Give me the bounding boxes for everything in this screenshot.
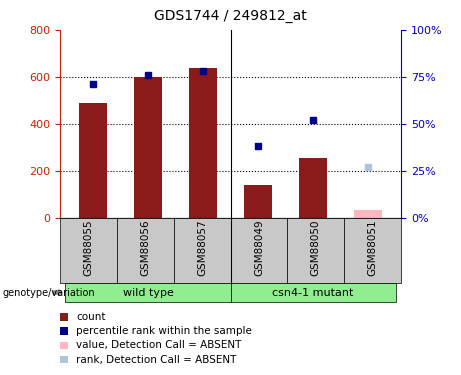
Text: rank, Detection Call = ABSENT: rank, Detection Call = ABSENT — [76, 355, 236, 364]
Bar — [299, 158, 327, 218]
Text: GSM88055: GSM88055 — [83, 219, 94, 276]
Text: GSM88056: GSM88056 — [140, 219, 150, 276]
Text: value, Detection Call = ABSENT: value, Detection Call = ABSENT — [76, 340, 242, 350]
Text: genotype/variation: genotype/variation — [2, 288, 95, 297]
Text: GSM88057: GSM88057 — [197, 219, 207, 276]
Bar — [244, 185, 272, 218]
Bar — [134, 77, 162, 218]
Text: wild type: wild type — [123, 288, 173, 297]
Text: percentile rank within the sample: percentile rank within the sample — [76, 326, 252, 336]
Text: csn4-1 mutant: csn4-1 mutant — [272, 288, 354, 297]
Text: GSM88051: GSM88051 — [367, 219, 378, 276]
Bar — [355, 210, 382, 218]
Bar — [79, 103, 106, 218]
Text: count: count — [76, 312, 106, 322]
Bar — [189, 68, 217, 218]
Text: GDS1744 / 249812_at: GDS1744 / 249812_at — [154, 9, 307, 23]
Text: GSM88049: GSM88049 — [254, 219, 264, 276]
Text: GSM88050: GSM88050 — [311, 219, 321, 276]
